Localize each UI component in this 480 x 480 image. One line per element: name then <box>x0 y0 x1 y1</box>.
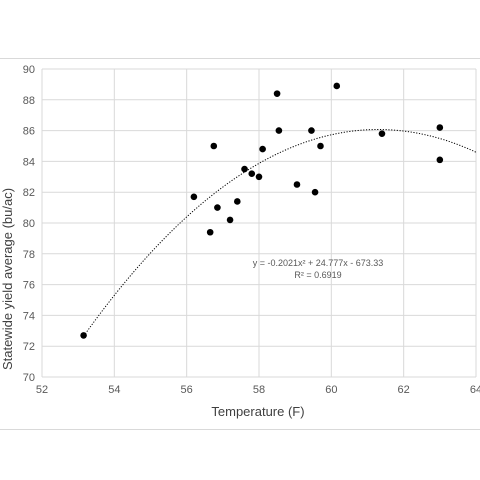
data-point <box>436 156 444 164</box>
grid-layer <box>41 68 477 378</box>
trendline-equation: y = -0.2021x² + 24.777x - 673.33 <box>253 258 384 268</box>
data-point <box>241 165 248 173</box>
data-point <box>273 90 281 97</box>
x-tick-label: 60 <box>325 384 337 396</box>
data-point <box>311 188 319 196</box>
points-layer <box>80 82 444 339</box>
y-tick-label: 76 <box>23 280 35 292</box>
data-point <box>308 127 315 134</box>
y-tick-label: 80 <box>23 218 35 230</box>
y-tick-label: 78 <box>23 249 35 261</box>
data-point <box>226 216 234 224</box>
data-point <box>190 193 198 201</box>
scatter-chart: 52 54 56 58 60 62 64 70 72 74 76 78 80 82 84 86 88 90 Tem… <box>0 64 480 419</box>
x-tick-label: 52 <box>36 384 48 396</box>
data-point <box>293 181 301 188</box>
data-point <box>234 198 241 205</box>
data-point <box>275 127 283 134</box>
y-tick-label: 88 <box>23 95 35 107</box>
x-tick-label: 58 <box>253 384 265 396</box>
y-axis-title: Statewide yield average (bu/ac) <box>0 188 15 370</box>
x-tick-label: 64 <box>470 384 480 396</box>
data-point <box>80 332 87 339</box>
chart-frame: 52 54 56 58 60 62 64 70 72 74 76 78 80 82 84 86 88 90 Tem… <box>0 58 480 430</box>
y-tick-label: 72 <box>23 341 35 353</box>
data-point <box>333 82 341 90</box>
data-point <box>317 142 324 150</box>
y-tick-label: 74 <box>23 310 35 322</box>
x-axis-title: Temperature (F) <box>211 404 304 419</box>
trendline <box>83 129 477 337</box>
x-tick-label: 62 <box>398 384 410 396</box>
y-tick-label: 84 <box>23 156 35 168</box>
trendline-layer <box>83 129 477 337</box>
y-tick-label: 90 <box>23 64 35 76</box>
data-point <box>214 204 221 211</box>
data-point <box>248 170 256 178</box>
trendline-r-squared: R² = 0.6919 <box>294 270 341 280</box>
data-point <box>259 145 266 153</box>
ticks-layer: 52 54 56 58 60 62 64 70 72 74 76 78 80 82 84 86 88 90 <box>23 64 480 396</box>
x-tick-label: 54 <box>108 384 120 396</box>
data-point <box>378 130 386 137</box>
data-point <box>210 142 218 150</box>
data-point <box>255 173 263 181</box>
x-tick-label: 56 <box>181 384 193 396</box>
y-tick-label: 86 <box>23 126 35 138</box>
y-tick-label: 70 <box>23 372 35 384</box>
data-point <box>436 124 444 131</box>
data-point <box>206 228 214 236</box>
y-tick-label: 82 <box>23 187 35 199</box>
